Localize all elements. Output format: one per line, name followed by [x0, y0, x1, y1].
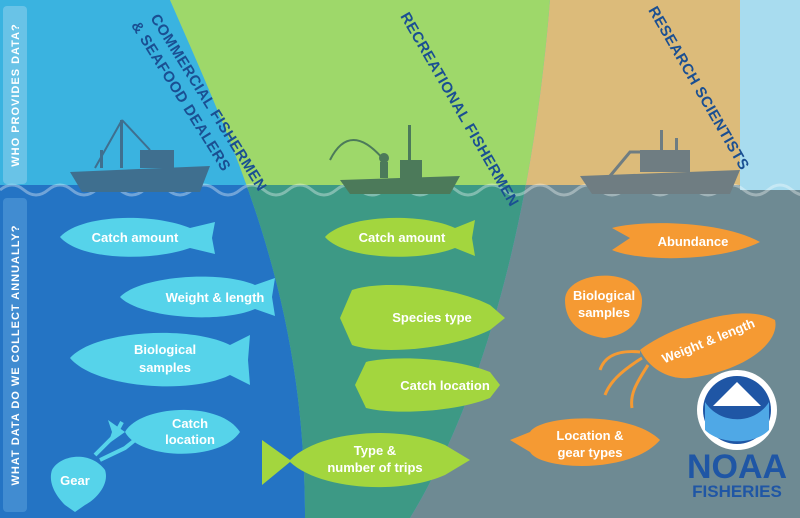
noaa-logo: NOAA NOAA FISHERIES — [687, 370, 787, 501]
research-item-weight-length: Weight & length — [598, 313, 776, 409]
cod-fish-icon — [325, 217, 475, 257]
lobster-claw-icon — [93, 421, 137, 462]
perch-fish-icon — [355, 358, 500, 412]
research-location-gear-line1: Location & — [556, 428, 623, 443]
research-sky-edge — [740, 0, 800, 190]
recreational-boat-icon — [329, 125, 460, 194]
what-data-label: WHAT DATA DO WE COLLECT ANNUALLY? — [10, 225, 22, 486]
recreational-catch-amount-label: Catch amount — [359, 230, 446, 245]
commercial-gear-label: Gear — [60, 473, 90, 488]
recreational-species-type-label: Species type — [392, 310, 472, 325]
recreational-catch-location-label: Catch location — [400, 378, 490, 393]
commercial-item-biological-samples: Biological samples — [70, 332, 250, 387]
herring-fish-icon — [120, 276, 275, 318]
noaa-emblem-wave-icon — [705, 402, 769, 442]
recreational-item-catch-amount: Catch amount — [325, 217, 475, 257]
recreational-item-catch-location: Catch location — [355, 358, 500, 412]
noaa-wordmark: NOAA — [687, 448, 787, 486]
side-label-bottom-bg — [3, 198, 27, 512]
squid-icon — [640, 313, 776, 379]
research-items: Abundance Biological samples Weight & le… — [510, 223, 776, 466]
side-label-panel: WHO PROVIDES DATA? WHAT DATA DO WE COLLE… — [3, 6, 27, 512]
recreational-item-trips: Type & number of trips — [262, 433, 470, 488]
commercial-weight-length-label: Weight & length — [166, 290, 265, 305]
flounder-fish-icon — [108, 409, 240, 454]
commercial-items: Catch amount Weight & length Biological … — [50, 217, 275, 512]
research-item-abundance: Abundance — [612, 223, 760, 259]
research-boat-icon — [580, 130, 740, 194]
lobster-icon — [50, 456, 106, 512]
who-provides-label: WHO PROVIDES DATA? — [10, 23, 22, 166]
recreational-item-species-type: Species type — [340, 285, 505, 350]
research-abundance-label: Abundance — [658, 234, 729, 249]
cod-fish-icon — [60, 217, 215, 257]
recreational-trips-line1: Type & — [354, 443, 396, 458]
research-item-location-gear: Location & gear types — [510, 418, 660, 466]
research-item-biological-samples: Biological samples — [565, 275, 642, 338]
commercial-catch-amount-label: Catch amount — [92, 230, 179, 245]
scallop-icon — [565, 275, 642, 338]
commercial-item-catch-location: Catch location — [108, 409, 240, 454]
recreational-items: Catch amount Species type Catch location… — [262, 217, 505, 488]
side-label-top-bg — [3, 6, 27, 184]
squid-tentacles-icon — [598, 350, 650, 409]
cod-fish-icon — [612, 223, 760, 259]
commercial-boat-icon — [70, 119, 210, 192]
commercial-item-gear: Gear — [50, 421, 137, 512]
fisheries-wordmark: FISHERIES — [692, 482, 782, 501]
commercial-bio-samples-line2: samples — [139, 360, 191, 375]
commercial-item-weight-length: Weight & length — [120, 276, 275, 318]
bass-fish-icon — [70, 332, 250, 387]
research-location-gear-line2: gear types — [557, 445, 622, 460]
flounder-fish-icon — [510, 418, 660, 466]
commercial-catch-location-line1: Catch — [172, 416, 208, 431]
commercial-item-catch-amount: Catch amount — [60, 217, 215, 257]
research-bio-samples-line2: samples — [578, 305, 630, 320]
noaa-gull-icon — [713, 382, 761, 406]
research-bio-samples-line1: Biological — [573, 288, 635, 303]
sea-bass-fish-icon — [340, 285, 505, 350]
tuna-fish-icon — [262, 433, 470, 488]
noaa-emblem-text: NOAA — [724, 396, 751, 406]
recreational-trips-line2: number of trips — [327, 460, 422, 475]
commercial-bio-samples-line1: Biological — [134, 342, 196, 357]
commercial-catch-location-line2: location — [165, 432, 215, 447]
